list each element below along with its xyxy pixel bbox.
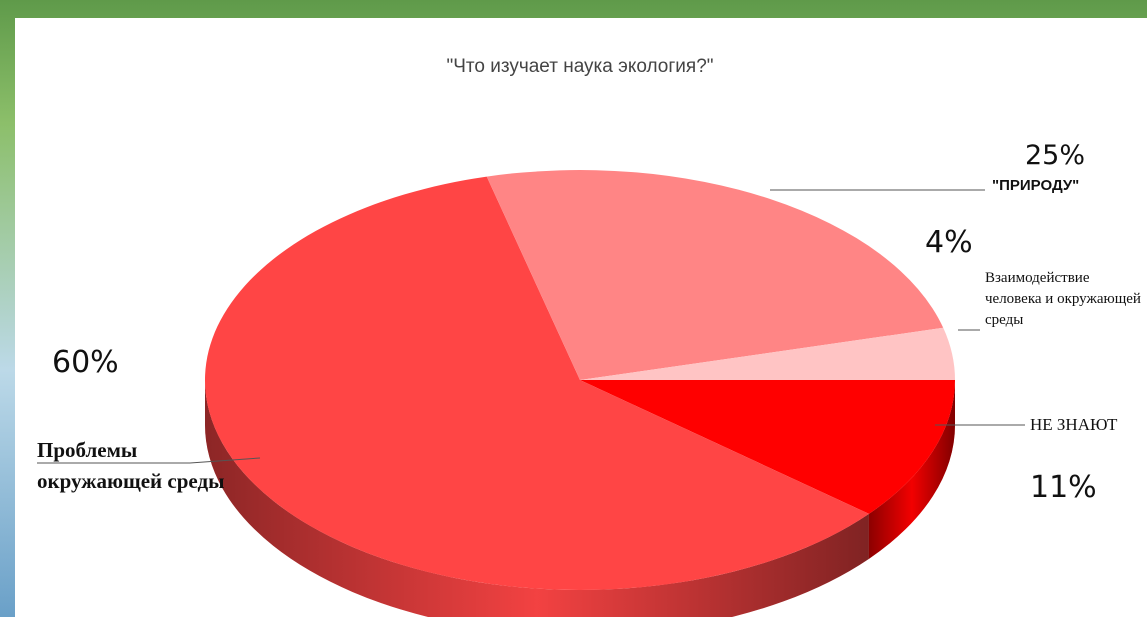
value-label: 4%	[925, 225, 973, 260]
category-label: Взаимодействие человека и окружающей сре…	[985, 270, 1141, 328]
category-label: Проблемы окружающей среды	[37, 438, 225, 493]
pie-side-shade	[205, 380, 869, 617]
category-label: НЕ ЗНАЮТ	[1030, 415, 1118, 434]
value-label: 25%	[1025, 140, 1086, 171]
category-label: "ПРИРОДУ"	[992, 177, 1080, 194]
pie-slice	[580, 327, 955, 380]
value-label: 60%	[52, 345, 119, 380]
value-label: 11%	[1030, 470, 1097, 505]
pie-slice	[204, 176, 869, 590]
chart-title: "Что изучает наука экология?"	[446, 56, 713, 77]
leader-line	[37, 457, 261, 464]
pie-side-shade	[868, 380, 955, 559]
leader-lines	[37, 189, 1025, 464]
pie-slice	[486, 170, 944, 380]
pie-slice	[580, 380, 955, 514]
